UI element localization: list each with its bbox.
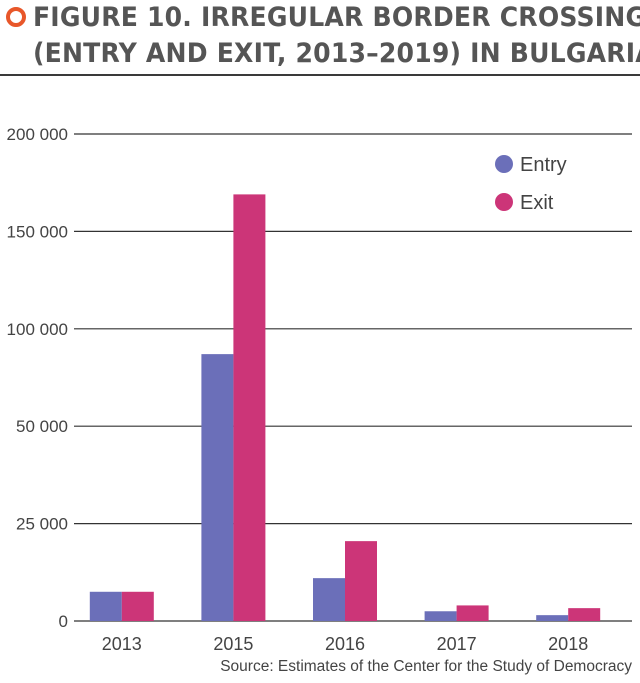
y-tick-label: 200 000 [7,125,68,144]
x-tick-label: 2018 [548,634,588,654]
legend-label-exit: Exit [520,192,554,214]
x-tick-label: 2017 [437,634,477,654]
bar-exit [121,591,154,621]
figure-title: FIGURE 10. IRREGULAR BORDER CROSSINGS (E… [6,0,640,72]
bar-entry [313,578,345,621]
y-tick-label: 150 000 [7,222,68,241]
y-tick-label: 50 000 [16,417,68,436]
y-tick-label: 100 000 [7,320,68,339]
bar-entry [424,611,457,621]
bar-exit [568,608,601,621]
x-tick-label: 2013 [102,634,142,654]
y-tick-label: 0 [59,612,68,631]
bar-entry [536,615,569,621]
legend-swatch-exit [495,193,513,211]
title-divider [0,74,640,76]
x-tick-label: 2015 [213,634,253,654]
title-line-2: (ENTRY AND EXIT, 2013–2019) IN BULGARIA [32,38,640,69]
circle-bullet-icon [6,7,26,27]
bar-exit [345,541,377,621]
bar-exit [233,194,266,621]
y-tick-label: 25 000 [16,515,68,534]
source-note: Source: Estimates of the Center for the … [220,658,632,675]
bar-entry [89,591,122,621]
bar-exit [456,605,489,621]
x-tick-label: 2016 [325,634,365,654]
legend-label-entry: Entry [520,154,567,176]
title-line-1: FIGURE 10. IRREGULAR BORDER CROSSINGS [32,2,640,33]
legend-swatch-entry [495,155,513,173]
bar-entry [201,354,234,621]
